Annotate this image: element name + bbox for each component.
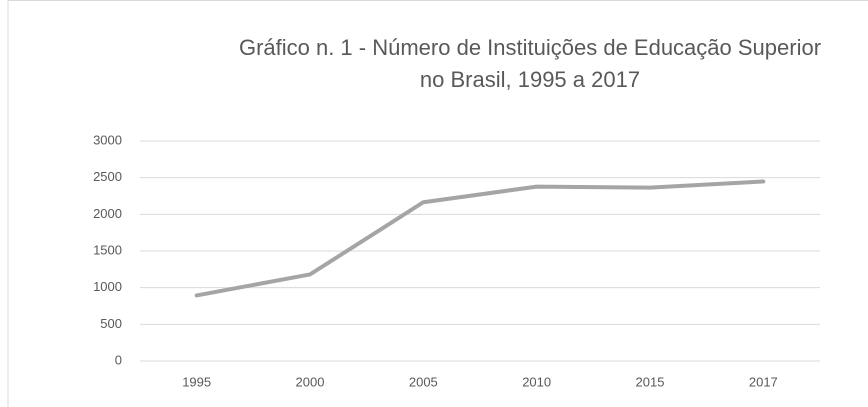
x-tick-label: 2005 bbox=[409, 374, 438, 389]
line-series bbox=[194, 179, 766, 298]
y-tick-label: 1500 bbox=[93, 242, 122, 257]
chart-title: no Brasil, 1995 a 2017 bbox=[420, 67, 640, 92]
y-tick-label: 1000 bbox=[93, 279, 122, 294]
y-tick-label: 3000 bbox=[93, 132, 122, 147]
x-tick-label: 2010 bbox=[522, 374, 551, 389]
y-tick-label: 2500 bbox=[93, 169, 122, 184]
x-tick-label: 2017 bbox=[749, 374, 778, 389]
x-tick-label: 2000 bbox=[296, 374, 325, 389]
y-tick-label: 0 bbox=[115, 352, 122, 367]
x-tick-label: 1995 bbox=[182, 374, 211, 389]
y-tick-label: 500 bbox=[100, 316, 122, 331]
x-tick-label: 2015 bbox=[636, 374, 665, 389]
y-tick-label: 2000 bbox=[93, 206, 122, 221]
chart-frame bbox=[7, 0, 868, 407]
chart-title: Gráfico n. 1 - Número de Instituições de… bbox=[239, 35, 821, 60]
